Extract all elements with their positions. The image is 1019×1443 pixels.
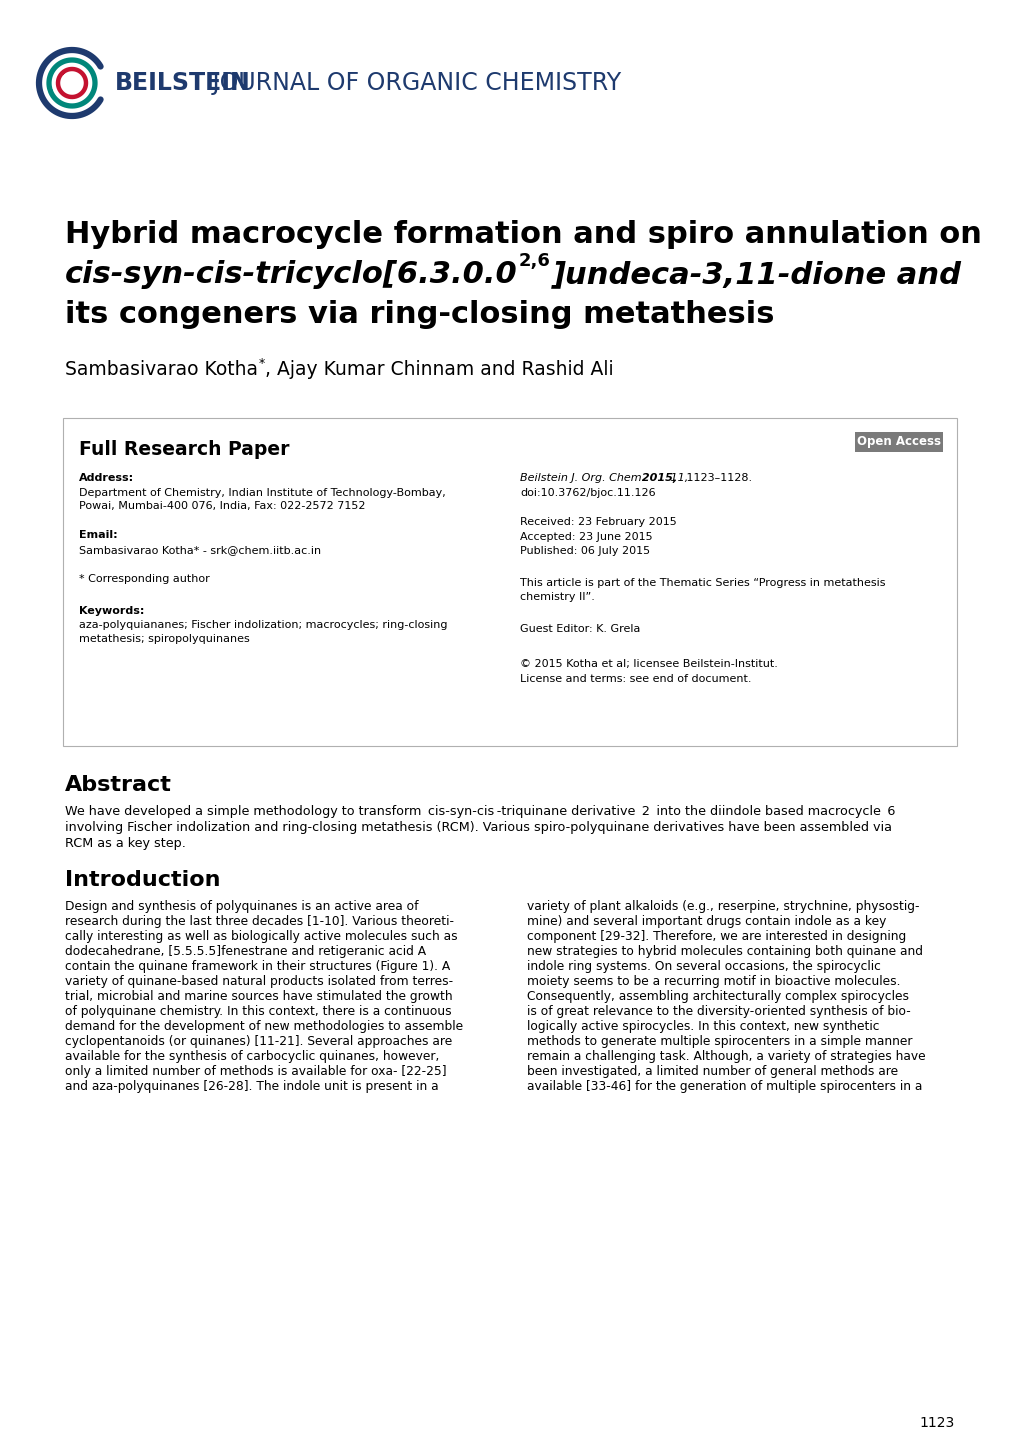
Text: available [33-46] for the generation of multiple spirocenters in a: available [33-46] for the generation of … bbox=[527, 1079, 921, 1092]
Text: RCM as a key step.: RCM as a key step. bbox=[65, 837, 185, 850]
Text: cyclopentanoids (or quinanes) [11-21]. Several approaches are: cyclopentanoids (or quinanes) [11-21]. S… bbox=[65, 1035, 451, 1048]
Text: new strategies to hybrid molecules containing both quinane and: new strategies to hybrid molecules conta… bbox=[527, 945, 922, 958]
Text: methods to generate multiple spirocenters in a simple manner: methods to generate multiple spirocenter… bbox=[527, 1035, 912, 1048]
Text: Hybrid macrocycle formation and spiro annulation on: Hybrid macrocycle formation and spiro an… bbox=[65, 219, 981, 250]
Text: only a limited number of methods is available for oxa- [22-25]: only a limited number of methods is avai… bbox=[65, 1065, 446, 1078]
Text: contain the quinane framework in their structures (Figure 1). A: contain the quinane framework in their s… bbox=[65, 960, 449, 973]
Text: its congeners via ring-closing metathesis: its congeners via ring-closing metathesi… bbox=[65, 300, 773, 329]
Text: 2015,: 2015, bbox=[637, 473, 677, 483]
FancyBboxPatch shape bbox=[854, 431, 943, 452]
Text: moiety seems to be a recurring motif in bioactive molecules.: moiety seems to be a recurring motif in … bbox=[527, 975, 900, 988]
Text: of polyquinane chemistry. In this context, there is a continuous: of polyquinane chemistry. In this contex… bbox=[65, 1004, 451, 1017]
Text: Beilstein J. Org. Chem.: Beilstein J. Org. Chem. bbox=[520, 473, 644, 483]
Text: 2,6: 2,6 bbox=[519, 253, 550, 270]
Text: ]undeca-3,11-dione and: ]undeca-3,11-dione and bbox=[551, 260, 961, 289]
Text: © 2015 Kotha et al; licensee Beilstein-Institut.: © 2015 Kotha et al; licensee Beilstein-I… bbox=[520, 659, 777, 670]
Text: aza-polyquiananes; Fischer indolization; macrocycles; ring-closing: aza-polyquiananes; Fischer indolization;… bbox=[78, 620, 447, 631]
Text: trial, microbial and marine sources have stimulated the growth: trial, microbial and marine sources have… bbox=[65, 990, 452, 1003]
Text: BEILSTEIN: BEILSTEIN bbox=[115, 71, 251, 95]
Text: Guest Editor: K. Grela: Guest Editor: K. Grela bbox=[520, 623, 640, 633]
Text: 1123: 1123 bbox=[919, 1416, 954, 1430]
Text: This article is part of the Thematic Series “Progress in metathesis: This article is part of the Thematic Ser… bbox=[520, 577, 884, 587]
Text: Consequently, assembling architecturally complex spirocycles: Consequently, assembling architecturally… bbox=[527, 990, 908, 1003]
Text: JOURNAL OF ORGANIC CHEMISTRY: JOURNAL OF ORGANIC CHEMISTRY bbox=[205, 71, 621, 95]
Text: involving Fischer indolization and ring-closing metathesis (RCM). Various spiro-: involving Fischer indolization and ring-… bbox=[65, 821, 892, 834]
Text: variety of quinane-based natural products isolated from terres-: variety of quinane-based natural product… bbox=[65, 975, 452, 988]
Text: research during the last three decades [1-10]. Various theoreti-: research during the last three decades [… bbox=[65, 915, 453, 928]
Text: metathesis; spiropolyquinanes: metathesis; spiropolyquinanes bbox=[78, 633, 250, 644]
Text: doi:10.3762/bjoc.11.126: doi:10.3762/bjoc.11.126 bbox=[520, 488, 655, 498]
Text: 1123–1128.: 1123–1128. bbox=[683, 473, 751, 483]
Text: License and terms: see end of document.: License and terms: see end of document. bbox=[520, 674, 751, 684]
Text: Published: 06 July 2015: Published: 06 July 2015 bbox=[520, 545, 649, 556]
FancyBboxPatch shape bbox=[63, 418, 956, 746]
Text: , Ajay Kumar Chinnam and Rashid Ali: , Ajay Kumar Chinnam and Rashid Ali bbox=[265, 359, 613, 380]
Text: logically active spirocycles. In this context, new synthetic: logically active spirocycles. In this co… bbox=[527, 1020, 878, 1033]
Text: 11,: 11, bbox=[666, 473, 688, 483]
Text: variety of plant alkaloids (e.g., reserpine, strychnine, physostig-: variety of plant alkaloids (e.g., reserp… bbox=[527, 900, 918, 913]
Text: available for the synthesis of carbocyclic quinanes, however,: available for the synthesis of carbocycl… bbox=[65, 1051, 439, 1063]
Text: cis-syn-cis-tricyclo[6.3.0.0: cis-syn-cis-tricyclo[6.3.0.0 bbox=[65, 260, 518, 289]
Text: Open Access: Open Access bbox=[856, 436, 941, 449]
Text: cally interesting as well as biologically active molecules such as: cally interesting as well as biologicall… bbox=[65, 929, 458, 942]
Text: Powai, Mumbai-400 076, India, Fax: 022-2572 7152: Powai, Mumbai-400 076, India, Fax: 022-2… bbox=[78, 501, 365, 511]
Text: Department of Chemistry, Indian Institute of Technology-Bombay,: Department of Chemistry, Indian Institut… bbox=[78, 488, 445, 498]
Text: Received: 23 February 2015: Received: 23 February 2015 bbox=[520, 517, 676, 527]
Text: Sambasivarao Kotha: Sambasivarao Kotha bbox=[65, 359, 258, 380]
Text: Sambasivarao Kotha* - srk@chem.iitb.ac.in: Sambasivarao Kotha* - srk@chem.iitb.ac.i… bbox=[78, 545, 321, 556]
Text: Introduction: Introduction bbox=[65, 870, 220, 890]
Text: component [29-32]. Therefore, we are interested in designing: component [29-32]. Therefore, we are int… bbox=[527, 929, 905, 942]
Text: chemistry II”.: chemistry II”. bbox=[520, 592, 594, 602]
Text: Design and synthesis of polyquinanes is an active area of: Design and synthesis of polyquinanes is … bbox=[65, 900, 418, 913]
Text: mine) and several important drugs contain indole as a key: mine) and several important drugs contai… bbox=[527, 915, 886, 928]
Text: dodecahedrane, [5.5.5.5]fenestrane and retigeranic acid A: dodecahedrane, [5.5.5.5]fenestrane and r… bbox=[65, 945, 426, 958]
Text: Address:: Address: bbox=[78, 473, 133, 483]
Text: indole ring systems. On several occasions, the spirocyclic: indole ring systems. On several occasion… bbox=[527, 960, 880, 973]
Text: *: * bbox=[259, 356, 265, 369]
Text: is of great relevance to the diversity-oriented synthesis of bio-: is of great relevance to the diversity-o… bbox=[527, 1004, 910, 1017]
Text: Accepted: 23 June 2015: Accepted: 23 June 2015 bbox=[520, 531, 652, 541]
Text: Keywords:: Keywords: bbox=[78, 606, 145, 616]
Text: demand for the development of new methodologies to assemble: demand for the development of new method… bbox=[65, 1020, 463, 1033]
Text: We have developed a simple methodology to transform  cis-syn-cis -triquinane der: We have developed a simple methodology t… bbox=[65, 805, 895, 818]
Text: remain a challenging task. Although, a variety of strategies have: remain a challenging task. Although, a v… bbox=[527, 1051, 924, 1063]
Text: and aza-polyquinanes [26-28]. The indole unit is present in a: and aza-polyquinanes [26-28]. The indole… bbox=[65, 1079, 438, 1092]
Text: Full Research Paper: Full Research Paper bbox=[78, 440, 289, 459]
Text: Email:: Email: bbox=[78, 531, 117, 541]
Text: been investigated, a limited number of general methods are: been investigated, a limited number of g… bbox=[527, 1065, 898, 1078]
Text: Abstract: Abstract bbox=[65, 775, 172, 795]
Text: * Corresponding author: * Corresponding author bbox=[78, 574, 210, 584]
